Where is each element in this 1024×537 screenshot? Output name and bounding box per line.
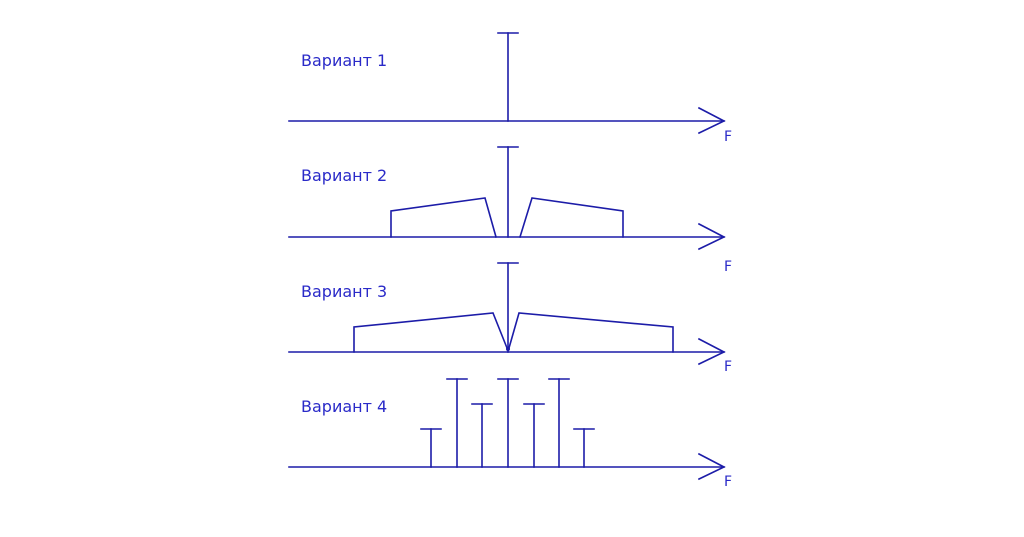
spectral-line [446,378,468,468]
variant-4-panel: Вариант 4 F [288,378,732,490]
axis-label-f: F [724,474,732,490]
axis-arrow-icon [697,337,726,366]
spectral-line [523,403,545,468]
lower-sideband [390,197,497,238]
variant-3-panel: Вариант 3 F [288,262,732,375]
variant-2-panel: Вариант 2 F [288,146,732,275]
axis-label-f: F [724,129,732,145]
variant-1-panel: Вариант 1 F [288,32,732,145]
variant-2-label: Вариант 2 [301,166,387,185]
spectral-line [548,378,570,468]
axis-label-f: F [724,259,732,275]
spectral-line [420,428,442,468]
variant-4-label: Вариант 4 [301,397,387,416]
lower-sideband [353,312,509,353]
spectral-line [497,378,519,468]
variant-1-label: Вариант 1 [301,51,387,70]
spectral-line [573,428,595,468]
variant-3-label: Вариант 3 [301,282,387,301]
axis-arrow-icon [697,106,726,135]
carrier-dot [506,347,510,351]
upper-sideband [519,197,624,238]
spectral-line [471,403,493,468]
axis-arrow-icon [697,452,726,481]
upper-sideband [508,312,674,353]
axis-label-f: F [724,359,732,375]
axis-arrow-icon [697,222,726,251]
